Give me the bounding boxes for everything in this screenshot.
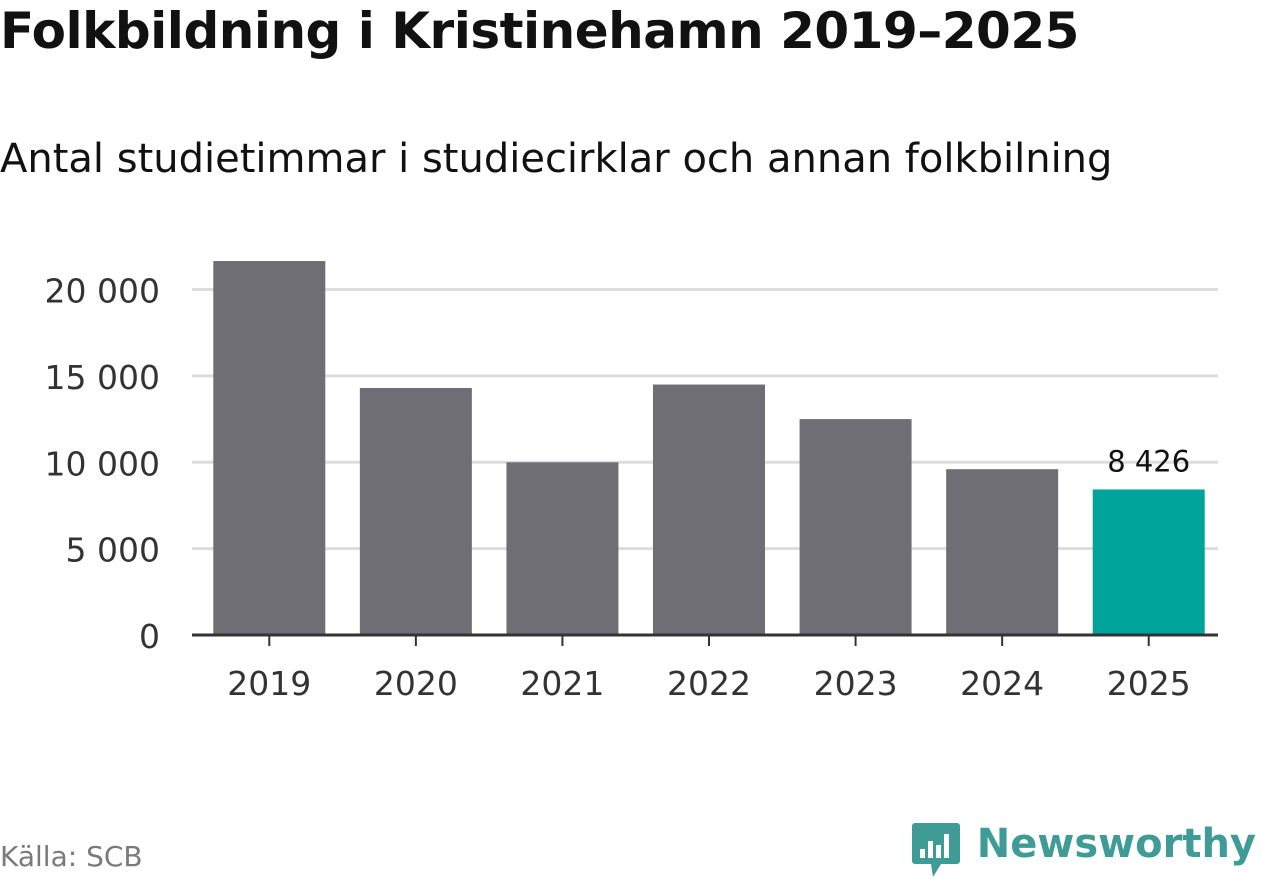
chart-title: Folkbildning i Kristinehamn 2019–2025	[0, 2, 1079, 60]
bar-2023	[799, 419, 912, 635]
bar-2020	[359, 388, 472, 635]
x-tick-label: 2021	[520, 664, 604, 703]
y-tick-label: 15 000	[45, 358, 160, 397]
y-tick-label: 20 000	[45, 272, 160, 311]
source-note: Källa: SCB	[0, 840, 143, 873]
bar-2025	[1092, 489, 1205, 635]
y-tick-label: 10 000	[45, 444, 160, 483]
data-label: 8 426	[1107, 444, 1190, 478]
y-tick-label: 0	[139, 617, 160, 656]
newsworthy-logo: Newsworthy	[911, 821, 1256, 879]
x-tick-label: 2019	[227, 664, 311, 703]
x-tick-label: 2020	[374, 664, 458, 703]
x-tick-label: 2022	[667, 664, 751, 703]
x-tick-label: 2025	[1107, 664, 1191, 703]
bar-2019	[213, 261, 326, 635]
bar-2024	[946, 469, 1059, 635]
chart-subtitle: Antal studietimmar i studiecirklar och a…	[0, 136, 1113, 182]
y-tick-label: 5 000	[66, 531, 160, 570]
brand-name: Newsworthy	[976, 821, 1256, 867]
x-tick-label: 2023	[814, 664, 898, 703]
bar-2021	[506, 462, 619, 635]
newsworthy-chart-icon	[911, 823, 960, 877]
x-tick-label: 2024	[960, 664, 1044, 703]
bar-2022	[653, 384, 765, 635]
